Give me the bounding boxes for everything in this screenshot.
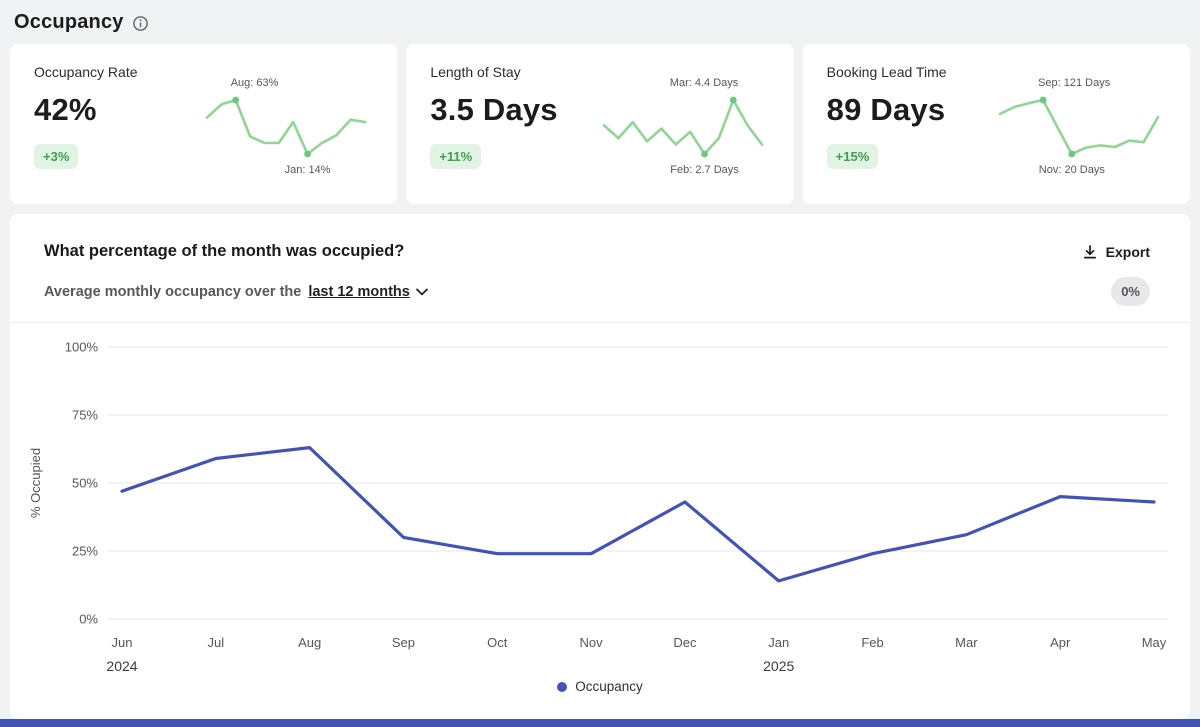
kpi-card-occupancy-rate: Occupancy Rate 42% +3% Aug: 63% Jan: 14% <box>10 44 398 204</box>
svg-text:Sep: 121 Days: Sep: 121 Days <box>1038 77 1111 89</box>
kpi-card-length-of-stay: Length of Stay 3.5 Days +11% Mar: 4.4 Da… <box>406 44 794 204</box>
kpi-value: 3.5 Days <box>430 92 558 127</box>
legend-item-occupancy[interactable]: Occupancy <box>557 679 643 694</box>
kpi-sparkline: Mar: 4.4 Days Feb: 2.7 Days <box>598 74 768 178</box>
svg-text:Jan: Jan <box>768 635 789 650</box>
kpi-value: 89 Days <box>826 92 946 127</box>
svg-text:Apr: Apr <box>1050 635 1071 650</box>
chart-legend: Occupancy <box>10 679 1190 694</box>
svg-text:25%: 25% <box>72 544 98 559</box>
timerange-dropdown[interactable]: last 12 months <box>308 284 428 300</box>
kpi-label: Booking Lead Time <box>826 64 947 80</box>
timerange-dropdown-label: last 12 months <box>308 283 410 300</box>
svg-text:Jan: 14%: Jan: 14% <box>285 164 331 176</box>
kpi-delta-badge: +11% <box>430 144 482 169</box>
kpi-sparkline: Aug: 63% Jan: 14% <box>201 74 371 178</box>
svg-text:2024: 2024 <box>106 658 137 674</box>
svg-text:2025: 2025 <box>763 658 794 674</box>
svg-text:Sep: Sep <box>392 635 415 650</box>
svg-text:Nov: 20 Days: Nov: 20 Days <box>1039 164 1106 176</box>
chevron-down-icon <box>416 288 428 296</box>
svg-text:Oct: Oct <box>487 635 508 650</box>
svg-text:50%: 50% <box>72 476 98 491</box>
svg-text:75%: 75% <box>72 408 98 423</box>
download-icon <box>1082 244 1098 260</box>
chart-subtitle-text: Average monthly occupancy over the <box>44 283 302 300</box>
kpi-delta-badge: +15% <box>826 144 879 169</box>
export-button-label: Export <box>1105 243 1150 260</box>
percent-badge: 0% <box>1111 277 1150 306</box>
occupancy-chart-card: What percentage of the month was occupie… <box>10 214 1190 719</box>
kpi-label: Occupancy Rate <box>34 64 138 80</box>
kpi-delta-badge: +3% <box>34 144 79 169</box>
bottom-bar <box>0 719 1200 727</box>
legend-label: Occupancy <box>575 679 643 694</box>
occupancy-chart: 0% 25% 50% 75% 100% % Occupied Jun Jul Aug Sep Oct… <box>24 335 1180 675</box>
svg-text:Aug: 63%: Aug: 63% <box>231 77 279 89</box>
svg-text:Jun: Jun <box>112 635 133 650</box>
svg-text:Mar: Mar <box>955 635 978 650</box>
svg-text:Feb: Feb <box>861 635 883 650</box>
occupancy-chart-svg: 0% 25% 50% 75% 100% % Occupied Jun Jul Aug Sep Oct… <box>28 340 1168 674</box>
svg-text:100%: 100% <box>65 340 99 355</box>
page-title: Occupancy <box>14 11 124 33</box>
chart-subtitle: Average monthly occupancy over the last … <box>44 284 428 300</box>
svg-text:Jul: Jul <box>208 635 225 650</box>
svg-text:Aug: Aug <box>298 635 321 650</box>
svg-text:Feb: 2.7 Days: Feb: 2.7 Days <box>670 164 739 176</box>
svg-text:% Occupied: % Occupied <box>28 448 43 518</box>
page-header: Occupancy <box>0 0 1200 44</box>
info-icon[interactable] <box>132 15 149 32</box>
legend-dot <box>557 681 568 692</box>
kpi-label: Length of Stay <box>430 64 521 80</box>
svg-text:Dec: Dec <box>673 635 697 650</box>
chart-header: What percentage of the month was occupie… <box>10 214 1190 261</box>
kpi-sparkline: Sep: 121 Days Nov: 20 Days <box>994 74 1164 178</box>
chart-title: What percentage of the month was occupie… <box>44 242 405 260</box>
svg-text:0%: 0% <box>79 612 98 627</box>
svg-text:Mar: 4.4 Days: Mar: 4.4 Days <box>669 77 738 89</box>
svg-text:Nov: Nov <box>580 635 604 650</box>
kpi-value: 42% <box>34 92 97 127</box>
kpi-row: Occupancy Rate 42% +3% Aug: 63% Jan: 14% … <box>0 44 1200 204</box>
export-button[interactable]: Export <box>1082 244 1150 260</box>
subtitle-row: Average monthly occupancy over the last … <box>10 277 1190 323</box>
svg-text:May: May <box>1142 635 1167 650</box>
kpi-card-booking-lead-time: Booking Lead Time 89 Days +15% Sep: 121 … <box>802 44 1190 204</box>
